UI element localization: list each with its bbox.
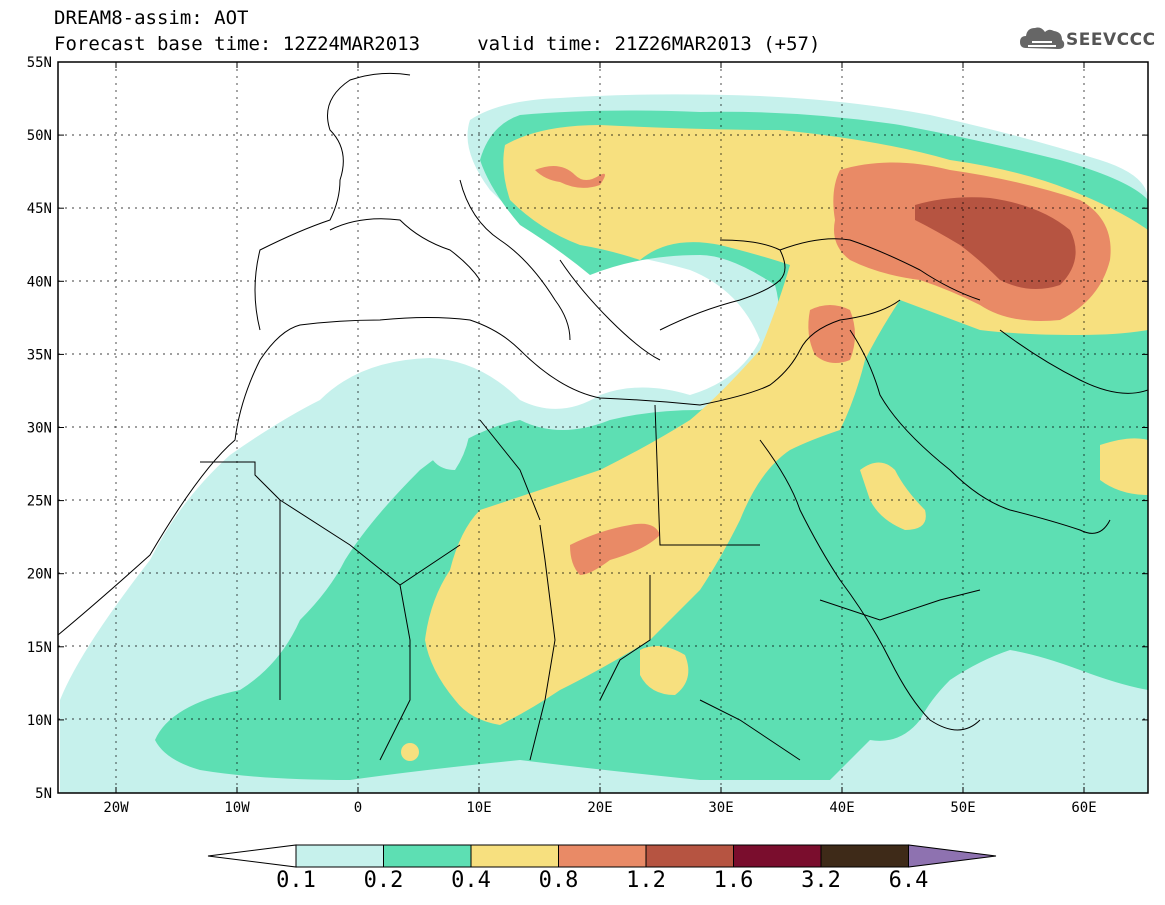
lon-label: 60E <box>1071 800 1096 816</box>
aot-level-0.4 <box>1100 438 1148 495</box>
aot-level-0.8 <box>570 523 660 575</box>
lon-label: 10E <box>466 800 491 816</box>
colorbar-swatch <box>558 844 647 868</box>
colorbar-label: 0.4 <box>451 868 491 893</box>
lon-label: 50E <box>950 800 975 816</box>
cloud-icon <box>1020 27 1065 49</box>
aot-level-0.4 <box>401 743 419 761</box>
aot-level-0.8 <box>535 166 605 188</box>
colorbar-label: 0.1 <box>276 868 316 893</box>
colorbar-label: 0.2 <box>363 868 404 893</box>
lat-label: 30N <box>27 421 52 437</box>
aot-level-0.4 <box>860 462 926 530</box>
colorbar-swatch <box>820 844 909 868</box>
lon-label: 0 <box>354 800 362 816</box>
longitude-axis: 20W 10W 0 10E 20E 30E 40E 50E 60E <box>103 62 1097 816</box>
colorbar-swatch <box>383 844 472 868</box>
aot-level-0.4 <box>640 646 689 695</box>
lon-label: 10W <box>224 800 250 816</box>
colorbar-swatch <box>645 844 734 868</box>
coastlines-and-borders <box>58 72 1148 761</box>
lat-label: 25N <box>27 494 52 510</box>
colorbar-swatch <box>295 844 384 868</box>
colorbar <box>207 844 997 868</box>
lat-label: 55N <box>27 55 52 71</box>
map-title: DREAM8-assim: AOT <box>54 7 249 29</box>
lat-label: 20N <box>27 567 52 583</box>
lon-label: 30E <box>708 800 733 816</box>
lat-label: 40N <box>27 274 52 290</box>
colorbar-swatch <box>733 844 822 868</box>
map-grid <box>58 62 1148 793</box>
aot-level-1.2 <box>915 197 1076 289</box>
colorbar-label: 6.4 <box>888 868 929 893</box>
lat-label: 50N <box>27 128 52 144</box>
colorbar-over-triangle <box>908 844 997 868</box>
lat-label: 35N <box>27 347 52 363</box>
lon-label: 20E <box>587 800 612 816</box>
lon-label: 20W <box>103 800 129 816</box>
colorbar-label: 0.8 <box>538 868 579 893</box>
lat-label: 45N <box>27 201 52 217</box>
logo-text: SEEVCCC <box>1066 30 1156 50</box>
colorbar-label: 1.6 <box>713 868 754 893</box>
lat-label: 15N <box>27 640 52 656</box>
aot-contour-field <box>58 62 1148 793</box>
colorbar-label: 1.2 <box>626 868 666 893</box>
colorbar-swatch <box>470 844 559 868</box>
lon-label: 40E <box>829 800 854 816</box>
aot-clear-hole <box>600 317 735 385</box>
lat-label: 5N <box>35 786 52 802</box>
lat-label: 10N <box>27 713 52 729</box>
colorbar-under-triangle <box>207 844 297 868</box>
seevccc-logo: SEEVCCC <box>1018 22 1158 58</box>
colorbar-label: 3.2 <box>801 868 841 893</box>
latitude-axis: 55N 50N 45N 40N 35N 30N 25N 20N 15N 10N 5N <box>27 55 1148 802</box>
aot-clear-hole <box>425 392 471 470</box>
forecast-time-subtitle: Forecast base time: 12Z24MAR2013 valid t… <box>54 33 821 55</box>
